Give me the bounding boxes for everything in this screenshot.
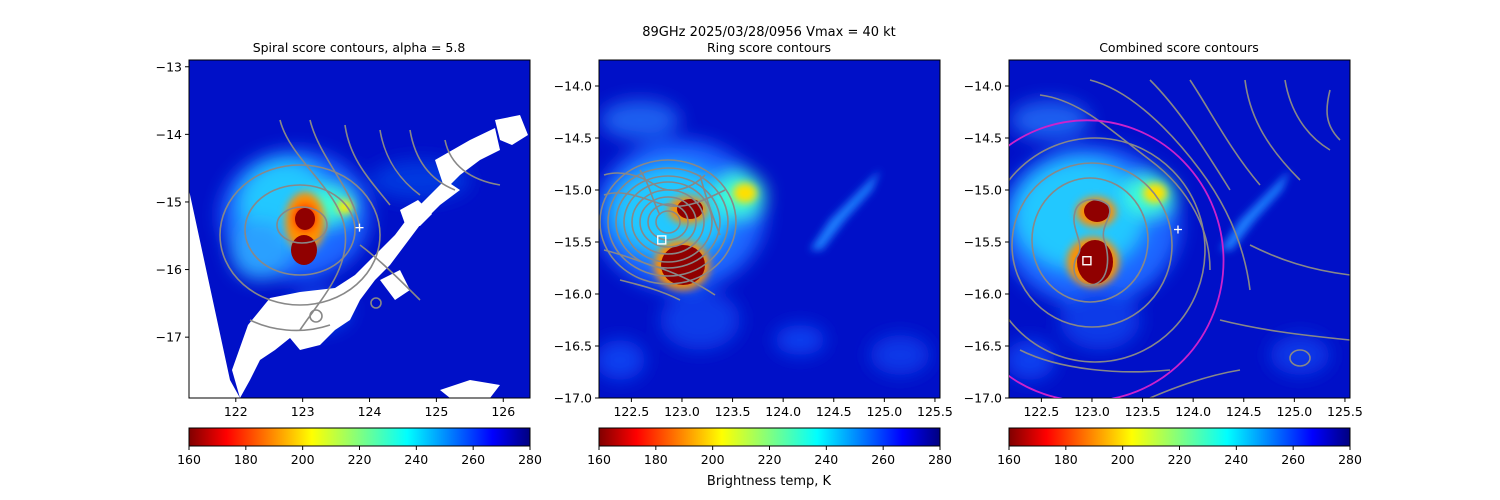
y-tick-label: −16.0 [554,287,592,302]
x-tick-label: 123.0 [1074,404,1110,419]
x-tick-label: 123.5 [715,404,751,419]
markers [657,235,667,245]
colorbar-tick-label: 240 [1224,452,1248,467]
axes-ticks: 122.5 123.0 123.5 124.0 124.5 125.0 125.5 −17.0… [554,79,953,420]
colorbar-tick-label: 260 [461,452,485,467]
x-tick-label: 123.0 [664,404,700,419]
panel-title: Spiral score contours, alpha = 5.8 [253,40,466,55]
colorbar [188,427,531,447]
colorbar-tick-label: 260 [1281,452,1305,467]
x-tick-label: 124 [358,404,382,419]
y-tick-label: −15 [156,194,182,209]
y-tick-label: −15.0 [554,183,592,198]
search-radius-circle [1009,119,1225,398]
x-tick-label: 124.5 [816,404,852,419]
x-tick-label: 122.5 [1023,404,1059,419]
y-tick-label: −16 [156,262,182,277]
combined-contours [1009,79,1350,398]
colorbar-tick-label: 240 [814,452,838,467]
center-square-marker [657,235,667,245]
colorbar-tick-label: 280 [518,452,542,467]
y-tick-label: −14.0 [964,79,1002,94]
colorbar-tick-label: 180 [1054,452,1078,467]
x-tick-label: 126 [491,404,515,419]
y-tick-label: −14.5 [554,131,592,146]
figure-suptitle: 89GHz 2025/03/28/0956 Vmax = 40 kt [642,25,896,40]
y-tick-label: −14 [156,127,182,142]
y-tick-label: −16.0 [964,287,1002,302]
markers [1009,119,1225,398]
center-square-marker [1082,256,1092,266]
y-tick-label: −17 [156,330,182,345]
y-tick-label: −15.5 [554,235,592,250]
axes-ticks: 122 123 124 125 126 −17 −16 −15 −14 −13 [156,59,516,419]
y-tick-label: −15.0 [964,183,1002,198]
x-tick-label: 124.0 [765,404,801,419]
colorbar-tick-label: 280 [1338,452,1362,467]
y-tick-label: −13 [156,59,182,74]
colorbar-tick-label: 260 [871,452,895,467]
colorbar [598,427,941,447]
panel-title: Combined score contours [1099,40,1259,55]
heatmap-image [599,60,940,398]
y-tick-label: −16.5 [964,339,1002,354]
x-tick-label: 122.5 [613,404,649,419]
colorbar-tick-label: 240 [404,452,428,467]
x-tick-label: 125.0 [866,404,902,419]
panel-ring: Ring score contours [554,40,953,489]
x-tick-label: 125.5 [917,404,953,419]
colorbar-ticks: 160 180 200 220 240 260 280 [587,446,952,467]
x-tick-label: 122 [224,404,248,419]
markers [355,223,364,232]
colorbar-tick-label: 220 [758,452,782,467]
colorbar-ticks: 160 180 200 220 240 260 280 [177,446,542,467]
ring-contours [599,159,737,301]
y-tick-label: −17.0 [554,391,592,406]
colorbar-tick-label: 180 [234,452,258,467]
axes-ticks: 122.5 123.0 123.5 124.0 124.5 125.0 125.5 −17.0… [964,79,1363,420]
colorbar-tick-label: 200 [291,452,315,467]
y-tick-label: −16.5 [554,339,592,354]
colorbar-ticks: 160 180 200 220 240 260 280 [997,446,1362,467]
colorbar-tick-label: 220 [348,452,372,467]
colorbar-tick-label: 280 [928,452,952,467]
colorbar-label: Brightness temp, K [707,474,832,489]
x-tick-label: 124.0 [1175,404,1211,419]
no-data-mask [189,115,528,398]
center-plus-marker [1173,225,1182,234]
x-tick-label: 124.5 [1226,404,1262,419]
heatmap-image [189,60,530,398]
spiral-contours [219,119,501,332]
colorbar-tick-label: 200 [701,452,725,467]
y-tick-label: −14.5 [964,131,1002,146]
y-tick-label: −14.0 [554,79,592,94]
colorbar-tick-label: 220 [1168,452,1192,467]
center-plus-marker [355,223,364,232]
x-tick-label: 125 [424,404,448,419]
y-tick-label: −15.5 [964,235,1002,250]
x-tick-label: 125.5 [1327,404,1363,419]
colorbar [1008,427,1351,447]
x-tick-label: 125.0 [1276,404,1312,419]
x-tick-label: 123 [291,404,315,419]
panel-combined: Combined score contours [964,40,1363,467]
colorbar-tick-label: 160 [587,452,611,467]
x-tick-label: 123.5 [1125,404,1161,419]
colorbar-tick-label: 160 [177,452,201,467]
colorbar-tick-label: 160 [997,452,1021,467]
panel-title: Ring score contours [707,40,831,55]
panel-spiral: Spiral score contours, alpha = 5.8 [156,40,542,467]
colorbar-tick-label: 200 [1111,452,1135,467]
colorbar-tick-label: 180 [644,452,668,467]
heatmap-image [1009,60,1350,398]
y-tick-label: −17.0 [964,391,1002,406]
